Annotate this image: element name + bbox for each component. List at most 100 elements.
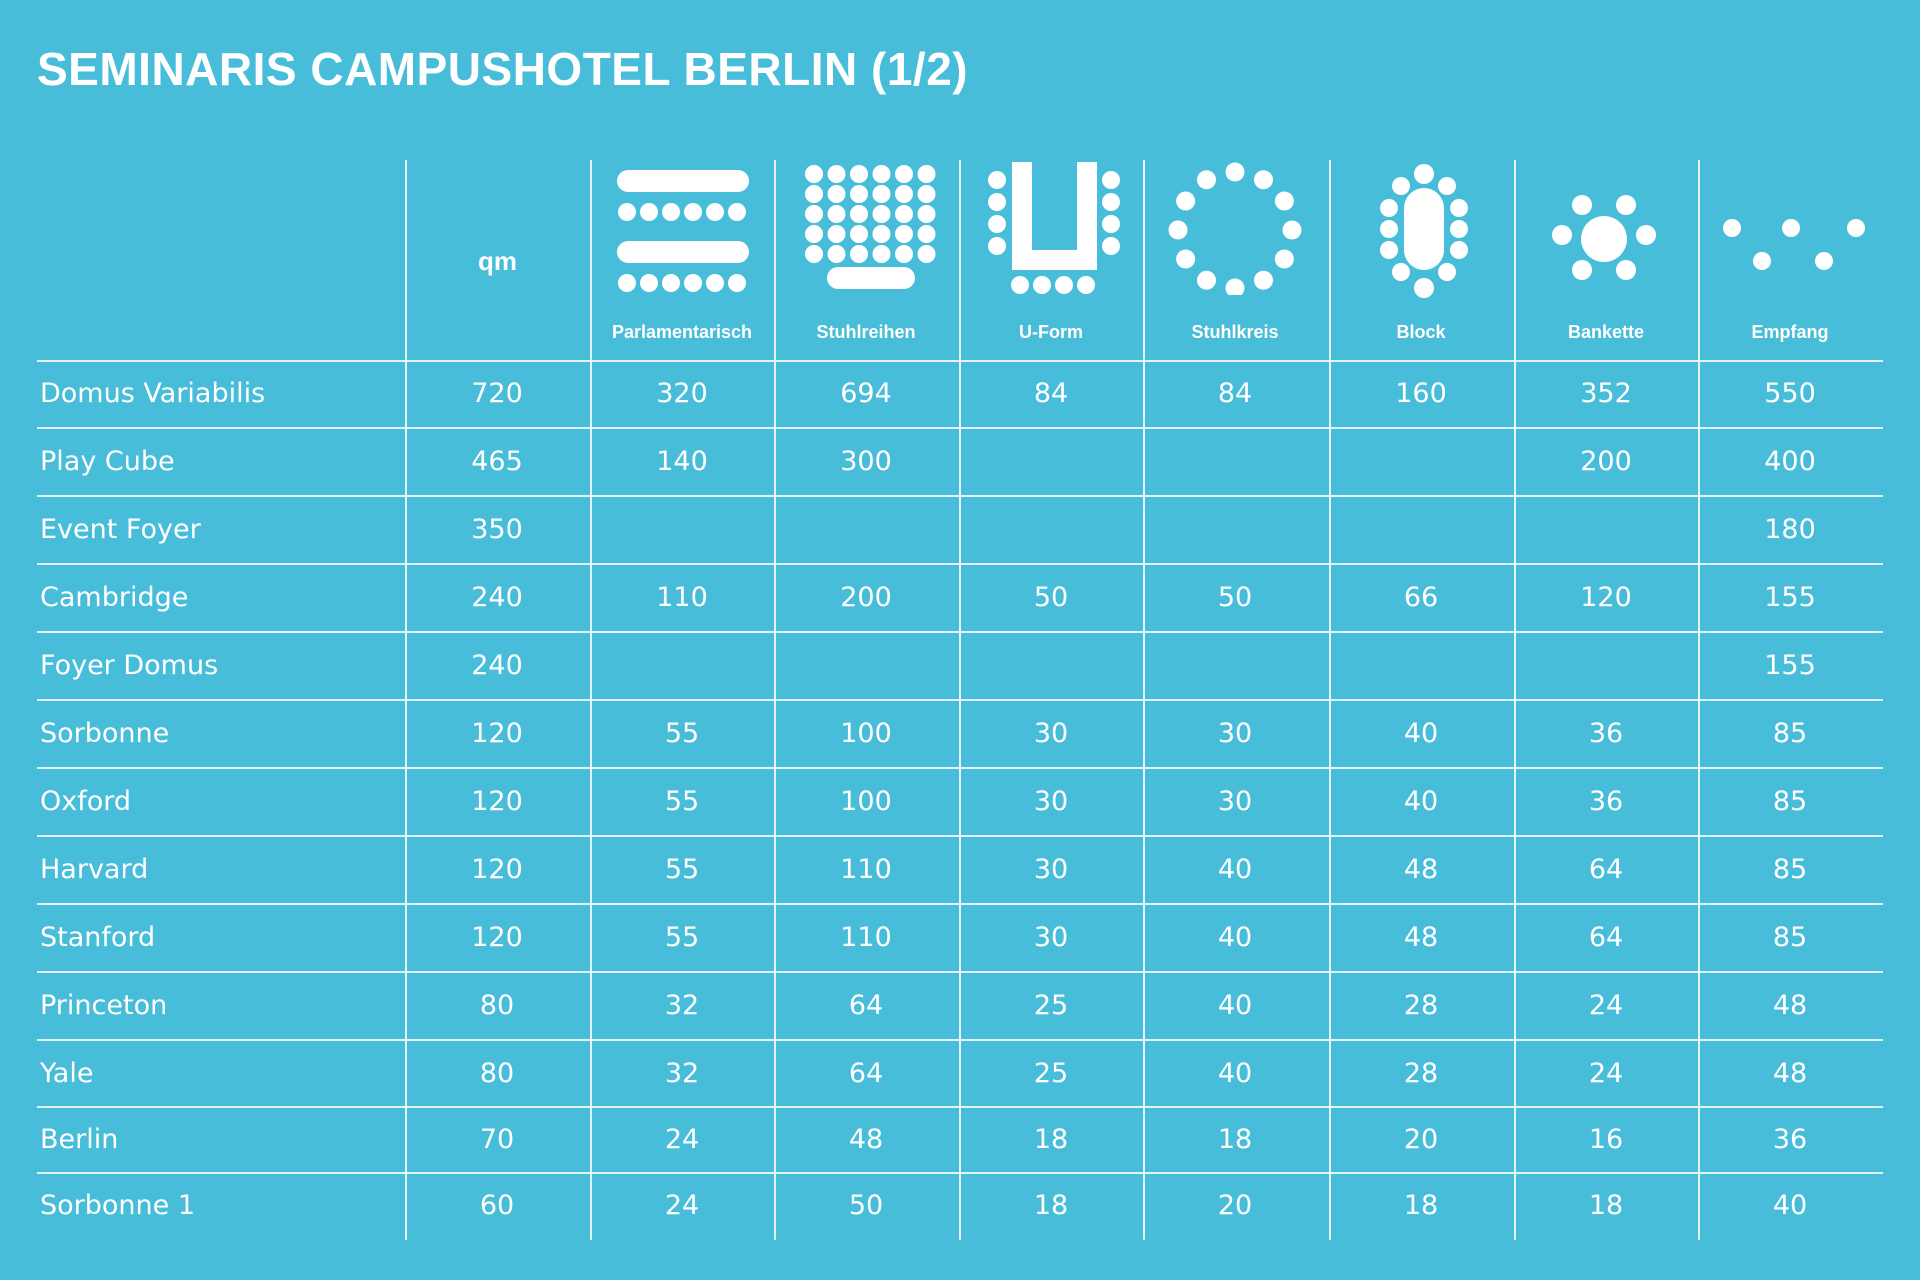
row-divider bbox=[37, 699, 1883, 701]
cell-capacity: 48 bbox=[1403, 922, 1439, 953]
cell-capacity: 155 bbox=[1764, 650, 1816, 681]
cell-qm: 120 bbox=[471, 718, 523, 749]
cell-capacity: 64 bbox=[1588, 854, 1624, 885]
cell-capacity: 30 bbox=[1033, 786, 1069, 817]
row-divider bbox=[37, 971, 1883, 973]
room-name: Yale bbox=[40, 1058, 94, 1089]
cell-capacity: 40 bbox=[1217, 990, 1253, 1021]
cell-qm: 720 bbox=[471, 378, 523, 409]
cell-capacity: 18 bbox=[1033, 1190, 1069, 1221]
cell-capacity: 85 bbox=[1772, 922, 1808, 953]
row-divider bbox=[37, 1106, 1883, 1108]
cell-capacity: 30 bbox=[1033, 854, 1069, 885]
cell-capacity: 30 bbox=[1033, 718, 1069, 749]
cell-capacity: 36 bbox=[1772, 1124, 1808, 1155]
cell-capacity: 200 bbox=[1580, 446, 1632, 477]
cell-capacity: 84 bbox=[1033, 378, 1069, 409]
cell-capacity: 50 bbox=[1217, 582, 1253, 613]
cell-capacity: 55 bbox=[664, 854, 700, 885]
cell-capacity: 25 bbox=[1033, 990, 1069, 1021]
cell-capacity: 180 bbox=[1764, 514, 1816, 545]
cell-capacity: 694 bbox=[840, 378, 892, 409]
room-name: Foyer Domus bbox=[40, 650, 219, 681]
cell-qm: 60 bbox=[479, 1190, 515, 1221]
cell-capacity: 20 bbox=[1403, 1124, 1439, 1155]
cell-capacity: 32 bbox=[664, 990, 700, 1021]
column-header-bankette: Bankette bbox=[1567, 322, 1645, 342]
cell-capacity: 64 bbox=[848, 1058, 884, 1089]
cell-capacity: 18 bbox=[1033, 1124, 1069, 1155]
room-name: Domus Variabilis bbox=[40, 378, 266, 409]
cell-capacity: 40 bbox=[1772, 1190, 1808, 1221]
cell-capacity: 66 bbox=[1403, 582, 1439, 613]
chair-rows-icon bbox=[805, 165, 936, 289]
page-title: SEMINARIS CAMPUSHOTEL BERLIN (1/2) bbox=[37, 43, 969, 95]
row-divider bbox=[37, 631, 1883, 633]
row-divider bbox=[37, 360, 1883, 362]
cell-capacity: 32 bbox=[664, 1058, 700, 1089]
column-header-parlamentarisch: Parlamentarisch bbox=[611, 322, 753, 342]
cell-capacity: 64 bbox=[848, 990, 884, 1021]
room-name: Princeton bbox=[40, 990, 168, 1021]
column-header-block: Block bbox=[1396, 322, 1446, 342]
cell-capacity: 55 bbox=[664, 718, 700, 749]
cell-capacity: 36 bbox=[1588, 718, 1624, 749]
room-name: Cambridge bbox=[40, 582, 189, 613]
cell-capacity: 18 bbox=[1403, 1190, 1439, 1221]
cell-capacity: 140 bbox=[656, 446, 708, 477]
cell-capacity: 16 bbox=[1588, 1124, 1624, 1155]
cell-qm: 465 bbox=[471, 446, 523, 477]
column-header-u-form: U-Form bbox=[1019, 322, 1083, 342]
cell-capacity: 30 bbox=[1217, 718, 1253, 749]
u-shape-icon bbox=[988, 162, 1120, 294]
cell-capacity: 20 bbox=[1217, 1190, 1253, 1221]
cell-qm: 120 bbox=[471, 854, 523, 885]
room-name: Play Cube bbox=[40, 446, 175, 477]
cell-capacity: 100 bbox=[840, 786, 892, 817]
row-divider bbox=[37, 563, 1883, 565]
cell-qm: 120 bbox=[471, 786, 523, 817]
cell-qm: 80 bbox=[479, 1058, 515, 1089]
row-divider bbox=[37, 903, 1883, 905]
column-header-empfang: Empfang bbox=[1751, 322, 1829, 342]
cell-capacity: 55 bbox=[664, 786, 700, 817]
row-divider bbox=[37, 835, 1883, 837]
room-name: Harvard bbox=[40, 854, 149, 885]
cell-capacity: 30 bbox=[1033, 922, 1069, 953]
cell-capacity: 85 bbox=[1772, 718, 1808, 749]
cell-capacity: 40 bbox=[1217, 922, 1253, 953]
cell-capacity: 50 bbox=[1033, 582, 1069, 613]
row-divider bbox=[37, 1039, 1883, 1041]
cell-qm: 350 bbox=[471, 514, 523, 545]
cell-capacity: 84 bbox=[1217, 378, 1253, 409]
cell-capacity: 24 bbox=[1588, 1058, 1624, 1089]
cell-qm: 120 bbox=[471, 922, 523, 953]
cell-capacity: 28 bbox=[1403, 990, 1439, 1021]
cell-capacity: 18 bbox=[1217, 1124, 1253, 1155]
cell-capacity: 110 bbox=[840, 854, 892, 885]
cell-capacity: 30 bbox=[1217, 786, 1253, 817]
cell-capacity: 40 bbox=[1217, 1058, 1253, 1089]
cell-qm: 240 bbox=[471, 582, 523, 613]
cell-capacity: 100 bbox=[840, 718, 892, 749]
cell-capacity: 200 bbox=[840, 582, 892, 613]
cell-capacity: 110 bbox=[656, 582, 708, 613]
room-name: Event Foyer bbox=[40, 514, 201, 545]
cell-capacity: 400 bbox=[1764, 446, 1816, 477]
cell-capacity: 18 bbox=[1588, 1190, 1624, 1221]
column-header-stuhlreihen: Stuhlreihen bbox=[816, 322, 916, 342]
room-name: Stanford bbox=[40, 922, 156, 953]
cell-capacity: 85 bbox=[1772, 854, 1808, 885]
cell-capacity: 320 bbox=[656, 378, 708, 409]
column-header-stuhlkreis: Stuhlkreis bbox=[1191, 322, 1279, 342]
cell-capacity: 48 bbox=[1772, 1058, 1808, 1089]
cell-capacity: 155 bbox=[1764, 582, 1816, 613]
cell-capacity: 25 bbox=[1033, 1058, 1069, 1089]
cell-capacity: 40 bbox=[1403, 718, 1439, 749]
column-header-qm: qm bbox=[478, 246, 517, 276]
chair-circle-icon bbox=[1168, 162, 1302, 295]
cell-qm: 80 bbox=[479, 990, 515, 1021]
row-divider bbox=[37, 767, 1883, 769]
row-divider bbox=[37, 495, 1883, 497]
room-name: Berlin bbox=[40, 1124, 119, 1155]
